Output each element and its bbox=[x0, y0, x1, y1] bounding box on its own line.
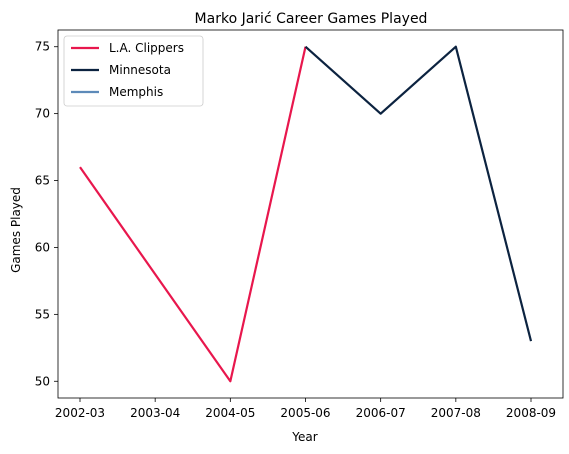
legend-label: L.A. Clippers bbox=[109, 41, 184, 55]
legend-box bbox=[63, 35, 204, 107]
x-axis: 2002-03 2003-04 2004-05 2005-06 2006-07 2007-… bbox=[55, 398, 556, 420]
legend: L.A. Clippers Minnesota Memphis bbox=[63, 35, 204, 107]
chart-title: Marko Jarić Career Games Played bbox=[195, 11, 428, 27]
x-tick-label: 2002-03 bbox=[55, 406, 105, 420]
x-tick-label: 2003-04 bbox=[130, 406, 180, 420]
series-line-l-a-clippers bbox=[79, 46, 307, 383]
series-line-minnesota bbox=[304, 45, 533, 342]
y-tick-label: 60 bbox=[35, 240, 50, 254]
y-tick-label: 75 bbox=[35, 40, 50, 54]
y-tick-label: 50 bbox=[35, 374, 50, 388]
x-tick-label: 2004-05 bbox=[205, 406, 255, 420]
plot-area bbox=[79, 45, 533, 383]
y-tick-label: 55 bbox=[35, 307, 50, 321]
x-tick-label: 2008-09 bbox=[506, 406, 556, 420]
x-tick-label: 2007-08 bbox=[431, 406, 481, 420]
legend-label: Minnesota bbox=[109, 63, 171, 77]
y-tick-label: 65 bbox=[35, 174, 50, 188]
y-axis: 50 55 60 65 70 75 bbox=[35, 40, 58, 388]
x-axis-label: Year bbox=[291, 430, 317, 444]
x-tick-label: 2006-07 bbox=[356, 406, 406, 420]
y-tick-label: 70 bbox=[35, 107, 50, 121]
x-tick-label: 2005-06 bbox=[280, 406, 330, 420]
plot-frame bbox=[57, 29, 564, 399]
legend-label: Memphis bbox=[109, 85, 163, 99]
y-axis-label: Games Played bbox=[9, 187, 23, 273]
